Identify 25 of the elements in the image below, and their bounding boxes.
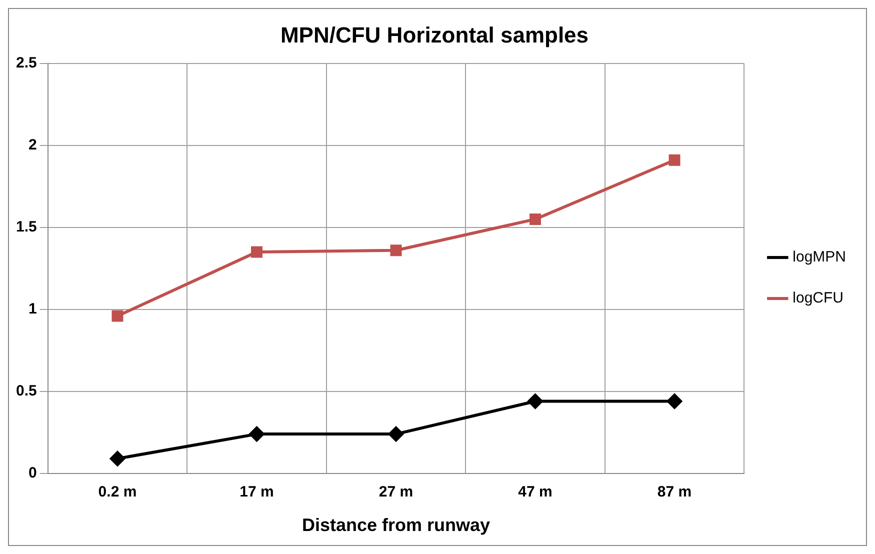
point [528, 394, 543, 409]
point [251, 246, 262, 258]
y-tick-label: 0 [28, 464, 37, 482]
x-tick-label: 87 m [657, 484, 692, 501]
legend-label: logMPN [792, 248, 846, 266]
point [110, 451, 125, 466]
y-tick-label: 2 [28, 136, 37, 154]
x-tick-label: 47 m [518, 484, 552, 501]
point [530, 213, 542, 225]
y-tick-label: 0.5 [16, 382, 37, 400]
y-tick-label: 1 [28, 300, 37, 318]
x-tick-label: 27 m [378, 484, 414, 501]
x-tick-label: 17 m [240, 484, 274, 501]
x-tick-label: 0.2 m [98, 484, 137, 501]
point [388, 426, 404, 442]
y-tick-label: 2.5 [16, 54, 37, 72]
point [249, 426, 264, 442]
chart-title: MPN/CFU Horizontal samples [280, 22, 589, 48]
point [112, 310, 124, 322]
x-axis-title: Distance from runway [302, 515, 490, 536]
legend-label: logCFU [792, 290, 844, 307]
point [668, 154, 680, 166]
y-tick-label: 1.5 [16, 218, 37, 236]
point [390, 244, 402, 256]
point [667, 394, 682, 409]
